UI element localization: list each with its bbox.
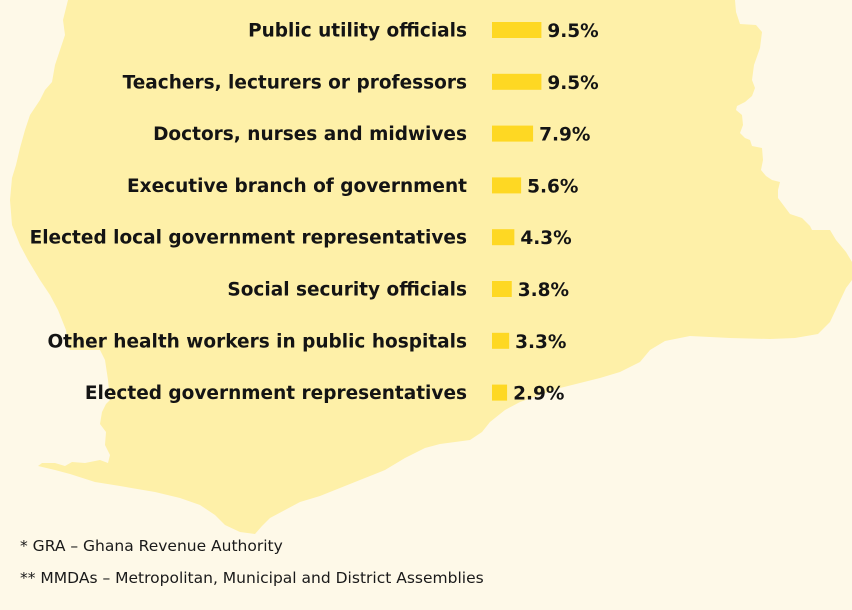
bar-row: Executive branch of government 5.6% <box>127 176 578 198</box>
bar <box>492 177 522 194</box>
category-label: Doctors, nurses and midwives <box>153 124 467 145</box>
value-label: 3.3% <box>515 332 566 353</box>
bar-row: Elected government representatives 2.9% <box>85 383 565 405</box>
bar-row: Elected local government representatives… <box>30 228 572 250</box>
bar-row: Public utility officials 9.5% <box>248 21 599 43</box>
category-label: Other health workers in public hospitals <box>47 331 467 352</box>
bar <box>492 281 512 297</box>
bar-row: Teachers, lecturers or professors 9.5% <box>123 72 599 94</box>
value-label: 3.8% <box>518 280 569 301</box>
category-label: Executive branch of government <box>127 176 467 197</box>
footnotes: * GRA – Ghana Revenue Authority ** MMDAs… <box>20 536 484 600</box>
footnote-gra: * GRA – Ghana Revenue Authority <box>20 537 283 555</box>
bar-row: Other health workers in public hospitals… <box>47 331 566 353</box>
value-label: 9.5% <box>547 73 598 94</box>
footnote-mmdas: ** MMDAs – Metropolitan, Municipal and D… <box>20 569 484 587</box>
value-label: 4.3% <box>520 228 571 249</box>
bar <box>492 384 508 401</box>
value-label: 5.6% <box>527 176 578 197</box>
value-label: 2.9% <box>513 384 564 405</box>
bar <box>492 229 515 246</box>
bar-row: Social security officials 3.8% <box>227 280 569 302</box>
category-label: Elected local government representatives <box>30 228 467 249</box>
category-label: Elected government representatives <box>85 383 467 404</box>
category-label: Social security officials <box>227 280 467 301</box>
value-label: 7.9% <box>539 125 590 146</box>
bar <box>492 332 510 349</box>
value-label: 9.5% <box>547 21 598 42</box>
bar <box>492 73 542 90</box>
bar-row: Doctors, nurses and midwives 7.9% <box>153 124 590 146</box>
map-shape <box>10 0 852 534</box>
bar <box>492 22 542 38</box>
bar <box>492 125 534 142</box>
category-label: Teachers, lecturers or professors <box>123 72 467 93</box>
category-label: Public utility officials <box>248 21 467 42</box>
